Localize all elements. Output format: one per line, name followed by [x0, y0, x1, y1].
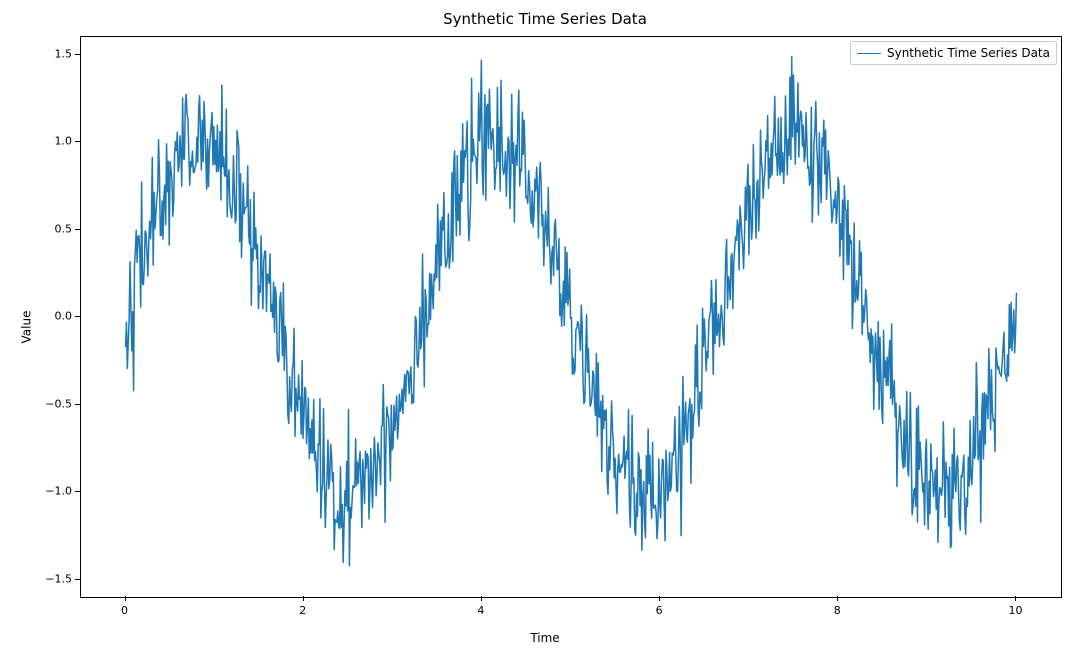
legend-label: Synthetic Time Series Data	[887, 46, 1050, 60]
chart-figure: Synthetic Time Series Data Value Time Sy…	[0, 0, 1090, 653]
y-tick-label: 0.5	[40, 222, 72, 235]
plot-area: Synthetic Time Series Data	[80, 36, 1062, 598]
series-path	[126, 57, 1017, 566]
x-tick-label: 0	[121, 604, 128, 617]
chart-title: Synthetic Time Series Data	[0, 10, 1090, 28]
y-tick-label: 1.5	[40, 47, 72, 60]
y-tick-label: −1.5	[40, 572, 72, 585]
x-tick-mark	[125, 596, 126, 601]
y-tick-mark	[75, 141, 80, 142]
y-tick-mark	[75, 229, 80, 230]
y-tick-mark	[75, 491, 80, 492]
y-tick-mark	[75, 54, 80, 55]
y-tick-mark	[75, 316, 80, 317]
x-axis-label: Time	[0, 631, 1090, 645]
x-tick-label: 10	[1008, 604, 1022, 617]
x-tick-mark	[1015, 596, 1016, 601]
y-axis-label: Value	[19, 310, 33, 343]
y-tick-label: −0.5	[40, 397, 72, 410]
y-tick-label: 1.0	[40, 135, 72, 148]
legend-line-icon	[857, 53, 881, 54]
x-tick-mark	[659, 596, 660, 601]
x-tick-label: 8	[834, 604, 841, 617]
legend: Synthetic Time Series Data	[850, 41, 1057, 65]
y-tick-mark	[75, 579, 80, 580]
x-tick-label: 4	[477, 604, 484, 617]
x-tick-mark	[481, 596, 482, 601]
x-tick-label: 2	[299, 604, 306, 617]
x-tick-mark	[837, 596, 838, 601]
y-tick-mark	[75, 404, 80, 405]
y-tick-label: 0.0	[40, 310, 72, 323]
x-tick-mark	[303, 596, 304, 601]
line-series	[81, 37, 1061, 597]
x-tick-label: 6	[656, 604, 663, 617]
y-tick-label: −1.0	[40, 485, 72, 498]
